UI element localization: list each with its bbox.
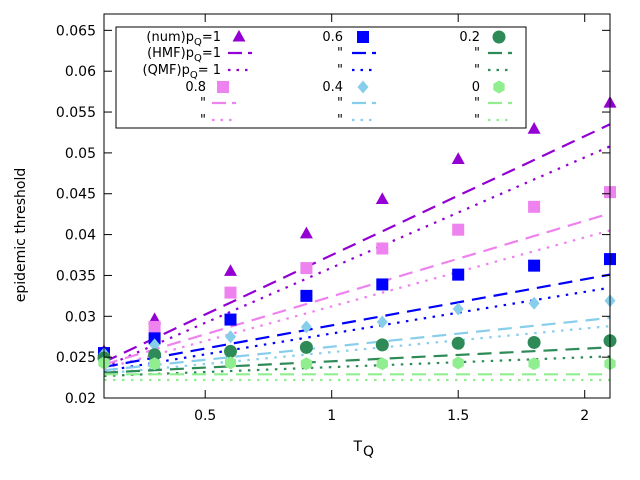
legend-ditto: ": [337, 113, 343, 128]
num-point-pq-0-6: [224, 313, 237, 326]
legend-ditto: ": [200, 96, 206, 111]
plot-frame: [103, 13, 611, 399]
num-point-pq-0-6: [148, 332, 161, 345]
num-point-pq-0-6: [452, 268, 465, 281]
num-point-pq-0-8: [224, 286, 237, 299]
legend-marker: [357, 31, 369, 43]
num-point-pq-0-6: [528, 259, 541, 272]
hmf-line-pq-0-8: [103, 212, 611, 366]
num-point-pq-0-8: [452, 223, 465, 236]
legend: (num)pQ=1(HMF)pQ=1(QMF)pQ= 10.6""0.2""0.…: [115, 26, 527, 129]
legend-marker: [493, 80, 505, 94]
legend-marker: [357, 80, 369, 94]
x-axis-title: T: [352, 439, 362, 455]
y-tick-label: 0.035: [56, 268, 96, 284]
y-tick-label: 0.05: [65, 146, 96, 162]
legend-label-pq: 0.6: [322, 30, 343, 45]
num-point-pq-0-2: [299, 340, 313, 354]
x-tick-label: 1: [327, 408, 336, 424]
qmf-line-pq-0-8: [103, 229, 611, 370]
legend-marker: [492, 30, 506, 44]
num-point-pq-0-8: [300, 262, 313, 275]
y-tick-label: 0.065: [56, 23, 96, 39]
y-tick-label: 0.025: [56, 350, 96, 366]
num-point-pq-0-8: [528, 200, 541, 213]
num-point-pq-0: [300, 357, 313, 371]
legend-ditto: ": [474, 96, 480, 111]
num-point-pq-0: [148, 357, 161, 371]
legend-box: [115, 26, 527, 129]
legend-ditto: ": [200, 113, 206, 128]
num-point-pq-0-4: [225, 330, 236, 344]
legend-ditto: ": [474, 46, 480, 61]
num-point-pq-0-4: [528, 296, 540, 310]
y-tick-label: 0.02: [65, 391, 96, 407]
y-axis-title: epidemic threshold: [13, 168, 29, 303]
num-point-pq-0: [528, 357, 540, 371]
num-point-pq-0-2: [375, 338, 389, 352]
legend-label-qmf: (QMF)pQ= 1: [143, 63, 222, 81]
hmf-line-pq-0-4: [103, 316, 611, 372]
num-point-pq-0-4: [376, 315, 388, 329]
x-axis-title-subscript: Q: [363, 444, 374, 460]
x-tick-label: 2: [580, 408, 589, 424]
legend-label-pq: 0.8: [185, 80, 206, 95]
legend-ditto: ": [337, 63, 343, 78]
num-point-pq-0-2: [527, 335, 541, 349]
num-point-pq-0: [376, 357, 388, 371]
legend-label-pq: 0.2: [459, 30, 480, 45]
num-point-pq-0: [224, 356, 237, 370]
num-point-pq-0-4: [452, 302, 464, 316]
num-point-pq-0-8: [376, 242, 389, 255]
num-point-pq-0-8: [148, 320, 161, 333]
y-tick-label: 0.055: [56, 105, 96, 121]
x-tick-label: 1.5: [447, 408, 469, 424]
qmf-line-pq-0-4: [103, 325, 611, 375]
num-point-pq-0-6: [300, 289, 313, 302]
y-tick-label: 0.04: [65, 228, 96, 244]
num-point-pq-0-4: [300, 320, 312, 334]
qmf-line-pq-1: [103, 145, 611, 368]
legend-label-pq: 0.4: [322, 80, 343, 95]
legend-label-hmf: (HMF)pQ=1: [147, 46, 221, 64]
num-point-pq-0-2: [224, 344, 237, 358]
legend-label-num: (num)pQ=1: [146, 30, 221, 48]
data-points-layer: [97, 95, 617, 371]
axis-ticks-layer: 0.02 0.025 0.03 0.035 0.04 0.045 0.05 0.055 0.06…: [56, 14, 610, 424]
x-tick-label: 0.5: [194, 408, 216, 424]
model-lines-layer: [103, 123, 611, 382]
legend-ditto: ": [474, 113, 480, 128]
legend-ditto: ": [337, 96, 343, 111]
hmf-line-pq-0-6: [103, 273, 611, 369]
num-point-pq-0-4: [149, 338, 161, 352]
y-tick-label: 0.06: [65, 64, 96, 80]
legend-label-pq: 0: [472, 80, 480, 95]
num-point-pq-0-2: [451, 336, 465, 350]
num-point-pq-1: [224, 264, 237, 276]
qmf-line-pq-0-2: [103, 355, 611, 378]
num-point-pq-0-2: [148, 348, 162, 362]
legend-marker: [217, 81, 229, 93]
num-point-pq-1: [375, 192, 389, 205]
num-point-pq-1: [299, 226, 313, 239]
num-point-pq-1: [527, 122, 541, 134]
y-tick-label: 0.045: [56, 187, 96, 203]
legend-ditto: ": [337, 46, 343, 61]
num-point-pq-0: [452, 356, 464, 370]
legend-marker: [232, 29, 246, 42]
y-tick-label: 0.03: [65, 309, 96, 325]
legend-ditto: ": [474, 63, 480, 78]
hmf-line-pq-1: [103, 123, 611, 364]
num-point-pq-0-6: [376, 278, 389, 291]
hmf-line-pq-0-2: [103, 346, 611, 374]
num-point-pq-1: [451, 152, 465, 164]
